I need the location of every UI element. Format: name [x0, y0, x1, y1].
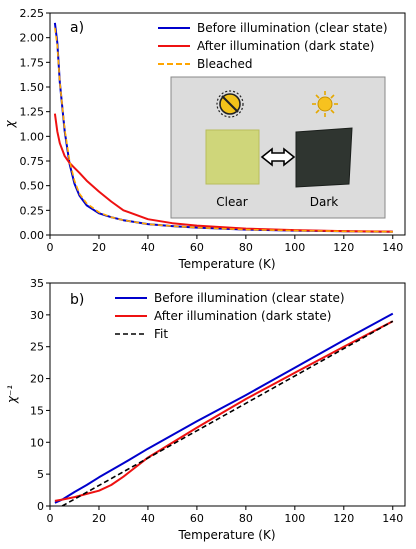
y-tick-label-b-4: 20 [30, 373, 44, 386]
y-tick-label-a-5: 1.25 [20, 106, 45, 119]
x-tick-label-b-0: 0 [47, 512, 54, 525]
x-tick-label-b-1: 20 [92, 512, 106, 525]
y-tick-label-a-8: 2.00 [20, 32, 45, 45]
x-tick-label-a-1: 20 [92, 241, 106, 254]
series-line-b-0 [54, 312, 394, 504]
inset-background [170, 76, 386, 219]
y-tick-label-b-7: 35 [30, 277, 44, 290]
x-tick-label-b-2: 40 [141, 512, 155, 525]
series-line-a-2 [54, 27, 393, 233]
series-line-a-1 [53, 113, 393, 233]
legend-label-b-2: Fit [154, 327, 168, 341]
y-axis-label-a: χ [3, 120, 17, 129]
x-tick-label-b-3: 60 [190, 512, 204, 525]
x-tick-label-b-7: 140 [382, 512, 403, 525]
x-tick-label-a-0: 0 [47, 241, 54, 254]
inset-label-dark: Dark [310, 195, 339, 209]
x-tick-label-a-7: 140 [382, 241, 403, 254]
clear-sample [205, 129, 260, 185]
y-axis-label-b: χ⁻¹ [5, 385, 19, 404]
x-tick-label-a-4: 80 [239, 241, 253, 254]
chart-panel-a: 0 20 40 60 80 100 120 140 0.00 0.25 0.50 0.75 1.00 1.… [3, 7, 406, 271]
x-tick-label-a-2: 40 [141, 241, 155, 254]
y-tick-label-a-7: 1.75 [20, 56, 45, 69]
y-tick-label-b-6: 30 [30, 309, 44, 322]
inset-photo: Clear Dark [170, 76, 386, 219]
y-tick-label-b-1: 5 [37, 468, 44, 481]
y-tick-label-b-5: 25 [30, 341, 44, 354]
legend-label-b-1: After illumination (dark state) [154, 309, 331, 323]
y-tick-label-a-0: 0.00 [20, 229, 45, 242]
chart-panel-b: 0 20 40 60 80 100 120 140 0 5 10 15 20 25 30 35 Tempera… [5, 277, 406, 542]
legend-label-b-0: Before illumination (clear state) [154, 291, 345, 305]
ticks-b: 0 20 40 60 80 100 120 140 0 5 10 15 20 25 30 35 [30, 277, 403, 525]
panel-label-a: a) [70, 20, 84, 36]
panel-label-b: b) [70, 292, 84, 308]
y-tick-label-b-0: 0 [37, 500, 44, 513]
plot-frame-a [49, 12, 406, 236]
series-line-b-1 [54, 320, 394, 502]
double-arrow-icon [260, 147, 296, 167]
x-tick-label-a-6: 120 [333, 241, 354, 254]
y-tick-label-a-6: 1.50 [20, 81, 45, 94]
y-tick-label-a-4: 1.00 [20, 130, 45, 143]
x-tick-label-b-6: 120 [333, 512, 354, 525]
legend-a: Before illumination (clear state) After … [158, 21, 388, 71]
legend-label-a-1: After illumination (dark state) [197, 39, 374, 53]
x-axis-label-b: Temperature (K) [177, 528, 275, 542]
y-tick-label-a-3: 0.75 [20, 155, 45, 168]
legend-b: Before illumination (clear state) After … [115, 291, 345, 341]
dark-sample [295, 127, 353, 188]
y-tick-label-a-9: 2.25 [20, 7, 45, 20]
legend-label-a-2: Bleached [197, 57, 253, 71]
y-tick-label-a-1: 0.25 [20, 204, 45, 217]
legend-label-a-0: Before illumination (clear state) [197, 21, 388, 35]
x-tick-label-b-5: 100 [284, 512, 305, 525]
series-line-b-2 [61, 320, 394, 506]
sun-icon [312, 91, 338, 117]
x-axis-label-a: Temperature (K) [177, 257, 275, 271]
ticks-a: 0 20 40 60 80 100 120 140 0.00 0.25 0.50 0.75 1.00 1.… [20, 7, 404, 254]
x-tick-label-a-3: 60 [190, 241, 204, 254]
plot-frame-b [49, 282, 406, 507]
inset-label-clear: Clear [216, 195, 247, 209]
x-tick-label-a-5: 100 [284, 241, 305, 254]
series-group-a [53, 22, 393, 233]
x-tick-label-b-4: 80 [239, 512, 253, 525]
y-tick-label-a-2: 0.50 [20, 180, 45, 193]
series-group-b [54, 312, 394, 506]
y-tick-label-b-3: 15 [30, 404, 44, 417]
y-tick-label-b-2: 10 [30, 436, 44, 449]
sun-crossed-icon [216, 90, 244, 118]
